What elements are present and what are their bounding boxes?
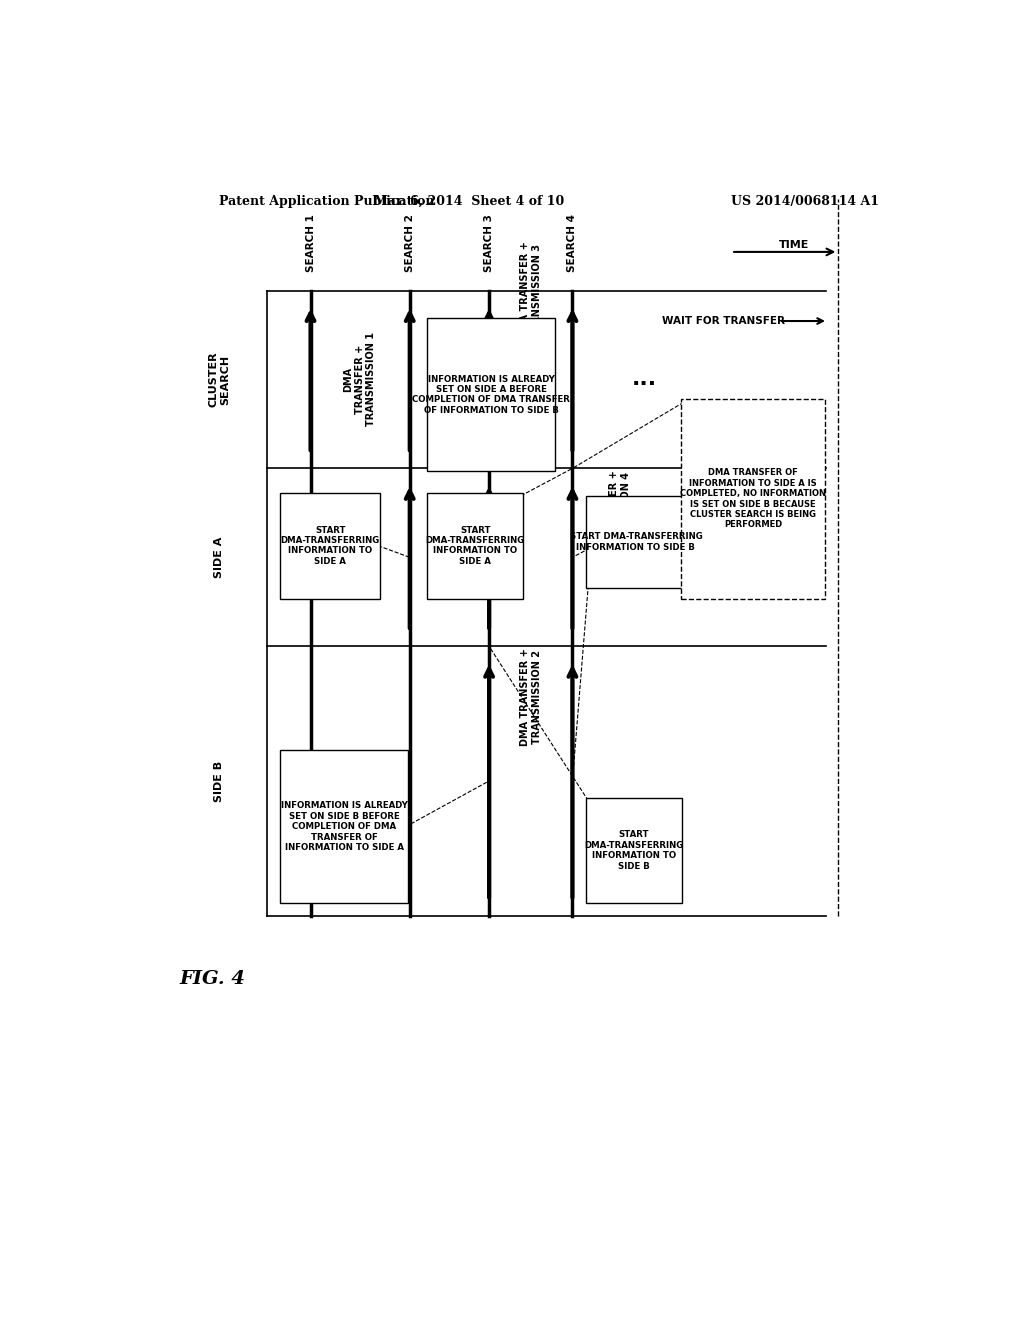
Text: START DMA-TRANSFERRING
INFORMATION TO SIDE B: START DMA-TRANSFERRING INFORMATION TO SI… [569,532,702,552]
FancyBboxPatch shape [427,492,523,598]
FancyBboxPatch shape [281,750,409,903]
Text: DMA TRANSFER +
TRANSMISSION 2: DMA TRANSFER + TRANSMISSION 2 [520,648,542,746]
FancyBboxPatch shape [586,797,682,903]
FancyBboxPatch shape [281,492,380,598]
FancyBboxPatch shape [586,496,686,589]
Text: Mar. 6, 2014  Sheet 4 of 10: Mar. 6, 2014 Sheet 4 of 10 [374,194,564,207]
Text: START
DMA-TRANSFERRING
INFORMATION TO
SIDE A: START DMA-TRANSFERRING INFORMATION TO SI… [281,525,380,566]
Text: DMA
TRANSFER +
TRANSMISSION 1: DMA TRANSFER + TRANSMISSION 1 [343,331,377,426]
Text: Patent Application Publication: Patent Application Publication [219,194,435,207]
Text: SIDE B: SIDE B [214,760,224,801]
Text: SEARCH 3: SEARCH 3 [484,214,495,272]
Text: DMA TRANSFER +
TRANSMISSION 3: DMA TRANSFER + TRANSMISSION 3 [520,242,542,339]
FancyBboxPatch shape [427,318,555,471]
Text: SEARCH 4: SEARCH 4 [567,214,578,272]
Text: SIDE A: SIDE A [214,537,224,578]
Text: DMA TRANSFER +
TRANSMISSION 4: DMA TRANSFER + TRANSMISSION 4 [609,470,631,568]
Text: INFORMATION IS ALREADY
SET ON SIDE B BEFORE
COMPLETION OF DMA
TRANSFER OF
INFORM: INFORMATION IS ALREADY SET ON SIDE B BEF… [281,801,408,851]
Text: START
DMA-TRANSFERRING
INFORMATION TO
SIDE A: START DMA-TRANSFERRING INFORMATION TO SI… [426,525,525,566]
Text: US 2014/0068114 A1: US 2014/0068114 A1 [731,194,880,207]
Text: START
DMA-TRANSFERRING
INFORMATION TO
SIDE B: START DMA-TRANSFERRING INFORMATION TO SI… [585,830,684,871]
Text: ...: ... [631,370,656,389]
Text: WAIT FOR TRANSFER: WAIT FOR TRANSFER [662,315,784,326]
Text: SEARCH 1: SEARCH 1 [305,214,315,272]
Text: FIG. 4: FIG. 4 [179,970,246,987]
Text: TIME: TIME [778,240,809,249]
FancyBboxPatch shape [681,399,824,598]
Text: SEARCH 2: SEARCH 2 [404,214,415,272]
Text: INFORMATION IS ALREADY
SET ON SIDE A BEFORE
COMPLETION OF DMA TRANSFER
OF INFORM: INFORMATION IS ALREADY SET ON SIDE A BEF… [412,375,570,414]
Text: CLUSTER
SEARCH: CLUSTER SEARCH [209,351,230,408]
Text: DMA TRANSFER OF
INFORMATION TO SIDE A IS
COMPLETED, NO INFORMATION
IS SET ON SID: DMA TRANSFER OF INFORMATION TO SIDE A IS… [680,469,826,529]
